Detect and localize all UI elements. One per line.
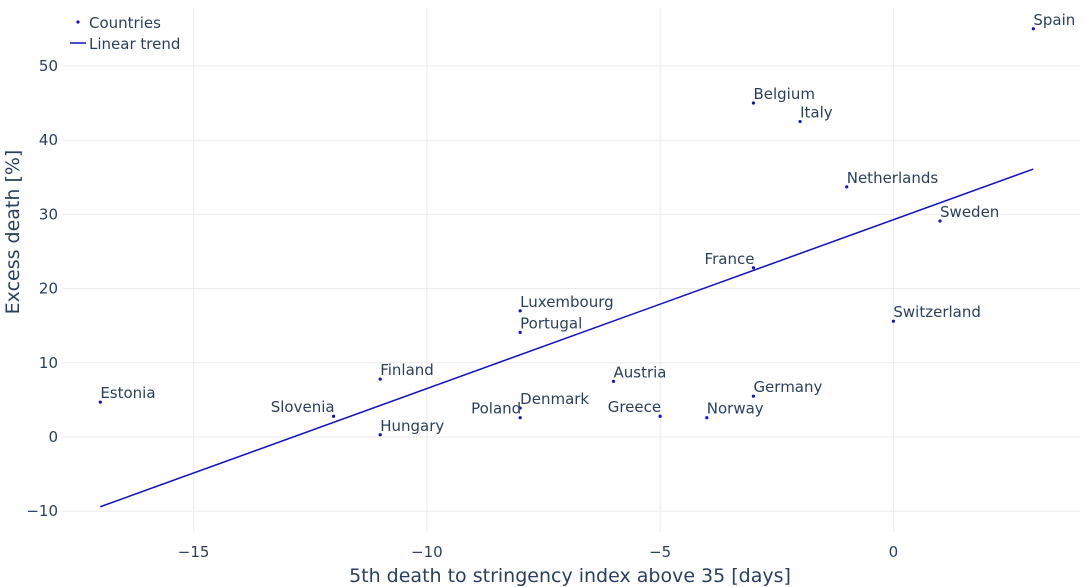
trend-layer: [100, 168, 1034, 508]
point-label-denmark: Denmark: [520, 390, 589, 408]
y-tick-label: 10: [39, 354, 58, 372]
x-tick-label: −5: [649, 543, 671, 561]
point-label-italy: Italy: [800, 104, 833, 122]
x-tick-label: −10: [411, 543, 443, 561]
y-axis-title: Excess death [%]: [2, 150, 24, 315]
point-norway[interactable]: [705, 416, 709, 420]
x-axis-title: 5th death to stringency index above 35 […: [349, 565, 791, 587]
y-tick-label: −10: [26, 502, 58, 520]
y-tick-label: 0: [48, 428, 58, 446]
legend-countries-marker: [76, 20, 80, 24]
x-tick-label: 0: [889, 543, 899, 561]
point-austria[interactable]: [611, 379, 616, 383]
legend-countries-label: Countries: [89, 14, 161, 32]
point-label-hungary: Hungary: [380, 417, 444, 435]
grid-layer: [63, 8, 1080, 532]
point-sweden[interactable]: [938, 219, 942, 223]
legend-trend-label: Linear trend: [89, 35, 180, 53]
point-label-austria: Austria: [613, 363, 666, 381]
point-slovenia[interactable]: [331, 414, 336, 418]
point-label-france: France: [705, 250, 755, 268]
point-label-slovenia: Slovenia: [271, 398, 335, 416]
point-italy[interactable]: [798, 119, 802, 124]
point-label-greece: Greece: [608, 398, 661, 416]
y-tick-label: 50: [39, 57, 58, 75]
point-label-sweden: Sweden: [940, 203, 999, 221]
point-france[interactable]: [751, 266, 756, 270]
trend-line: [100, 168, 1034, 508]
point-label-germany: Germany: [753, 378, 822, 396]
point-hungary[interactable]: [378, 433, 382, 437]
point-germany[interactable]: [751, 394, 756, 398]
y-tick-label: 40: [39, 131, 58, 149]
point-greece[interactable]: [658, 414, 662, 418]
point-label-poland: Poland: [471, 400, 521, 418]
point-label-luxembourg: Luxembourg: [520, 293, 614, 311]
point-portugal[interactable]: [518, 330, 522, 334]
point-denmark[interactable]: [518, 406, 522, 410]
point-luxembourg[interactable]: [518, 309, 522, 313]
point-switzerland[interactable]: [891, 319, 895, 323]
point-belgium[interactable]: [751, 101, 756, 105]
point-spain[interactable]: [1031, 27, 1035, 31]
point-label-finland: Finland: [380, 361, 434, 379]
point-label-belgium: Belgium: [753, 85, 815, 103]
tick-layer: −15 −10 −5 0 −10 0 10 20 30 40 50: [26, 57, 898, 561]
point-label-norway: Norway: [707, 400, 764, 418]
y-tick-label: 20: [39, 280, 58, 298]
point-label-spain: Spain: [1033, 11, 1075, 29]
point-label-estonia: Estonia: [100, 384, 155, 402]
y-tick-label: 30: [39, 205, 58, 223]
x-tick-label: −15: [178, 543, 210, 561]
point-label-portugal: Portugal: [520, 314, 582, 332]
point-estonia[interactable]: [98, 400, 102, 404]
point-poland[interactable]: [518, 416, 522, 420]
point-label-netherlands: Netherlands: [847, 169, 939, 187]
point-netherlands[interactable]: [845, 185, 849, 189]
legend[interactable]: Countries Linear trend: [70, 14, 180, 53]
point-finland[interactable]: [378, 377, 382, 381]
point-label-switzerland: Switzerland: [893, 303, 981, 321]
